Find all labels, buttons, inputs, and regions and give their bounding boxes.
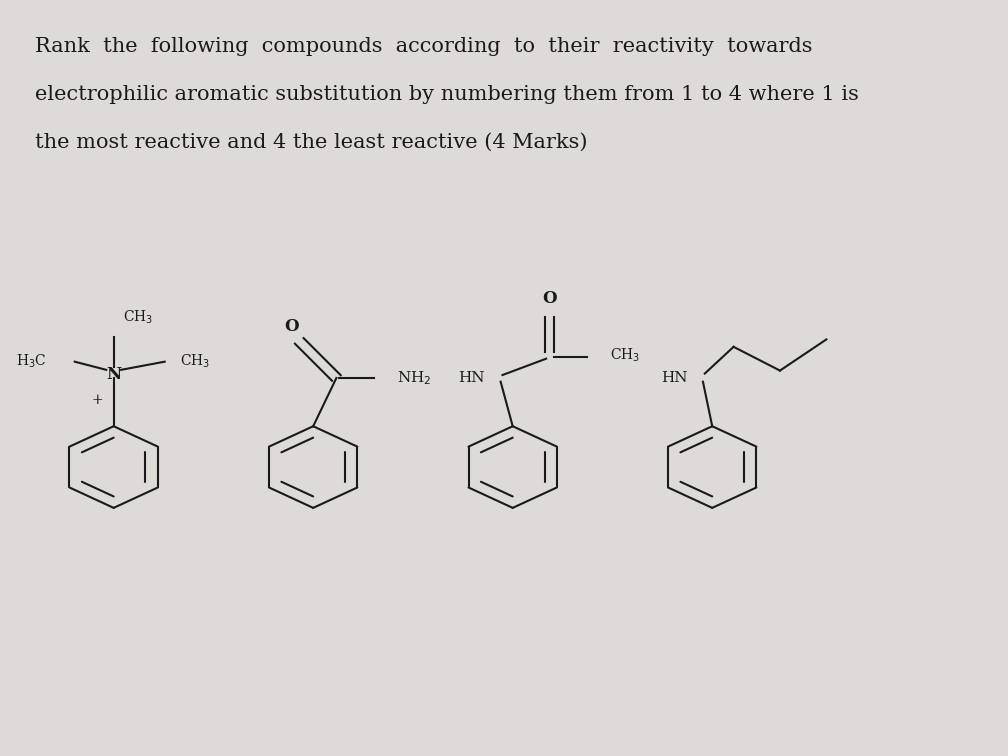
Text: HN: HN (660, 371, 687, 385)
Text: H$_3$C: H$_3$C (16, 352, 46, 370)
Text: +: + (91, 393, 103, 407)
Text: the most reactive and 4 the least reactive (4 Marks): the most reactive and 4 the least reacti… (35, 133, 588, 152)
Text: Rank  the  following  compounds  according  to  their  reactivity  towards: Rank the following compounds according t… (35, 36, 812, 56)
Text: electrophilic aromatic substitution by numbering them from 1 to 4 where 1 is: electrophilic aromatic substitution by n… (35, 85, 859, 104)
Text: O: O (284, 318, 299, 335)
Text: N: N (106, 366, 121, 383)
Text: CH$_3$: CH$_3$ (123, 308, 153, 326)
Text: HN: HN (459, 371, 485, 385)
Text: NH$_2$: NH$_2$ (397, 369, 431, 387)
Text: CH$_3$: CH$_3$ (180, 352, 211, 370)
Text: O: O (542, 290, 557, 308)
Text: CH$_3$: CH$_3$ (610, 347, 640, 364)
